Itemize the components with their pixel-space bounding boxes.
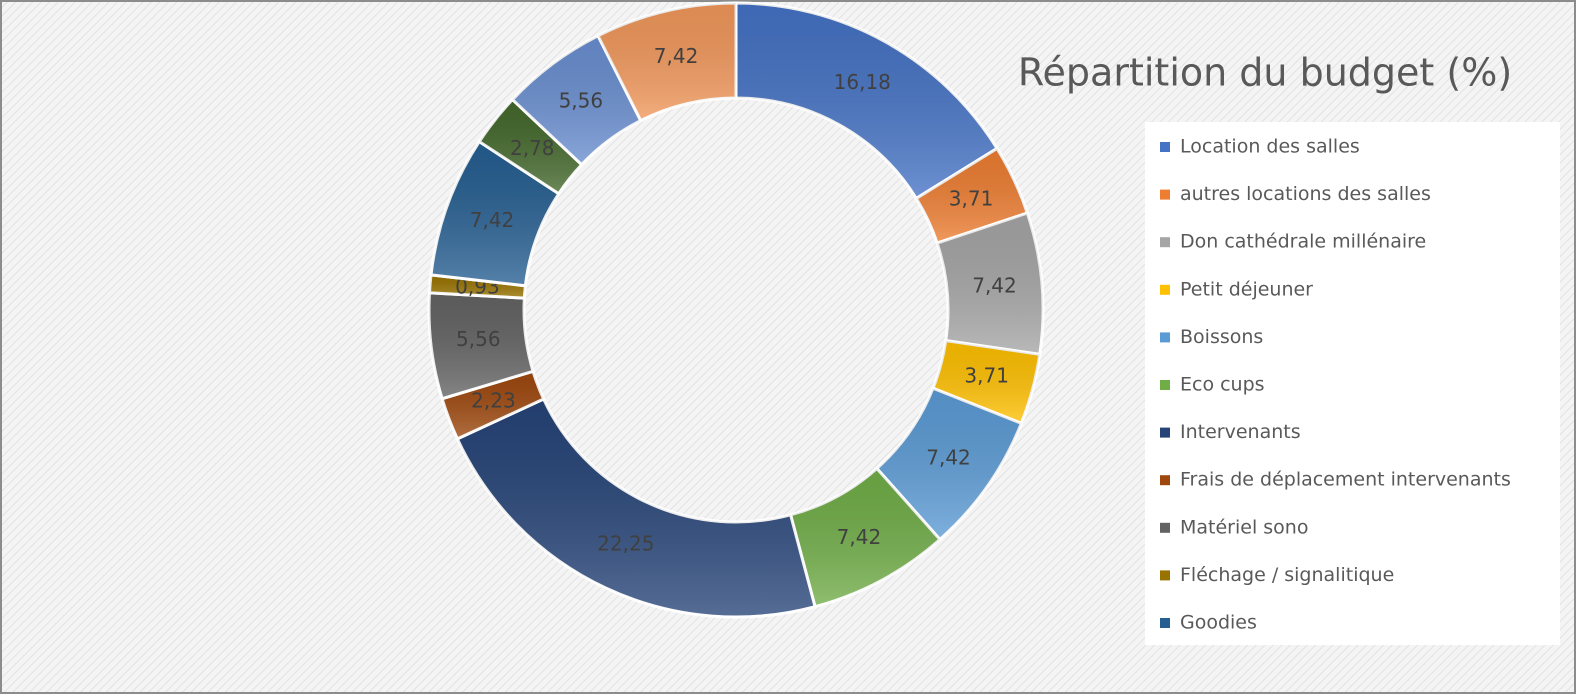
segment-shade [790,468,940,607]
legend-marker [1160,142,1170,152]
legend-marker [1160,284,1170,295]
data-label: 7,42 [654,44,699,68]
data-label: 7,42 [470,208,515,232]
segment-shade [933,340,1040,424]
legend-marker [1160,189,1170,200]
legend-marker [1160,522,1170,533]
data-label: 5,56 [559,88,604,112]
legend-marker [1160,237,1170,248]
segment-shade [442,371,544,439]
data-label: 7,42 [972,274,1017,298]
legend-marker [1160,427,1170,438]
legend-label: autres locations des salles [1180,183,1431,205]
legend-label: Eco cups [1180,374,1265,396]
data-label: 5,56 [456,327,501,351]
data-label: 7,42 [837,525,882,549]
data-label: 3,71 [964,364,1009,388]
legend-label: Fléchage / signalitique [1180,564,1394,586]
segment-shade [916,148,1028,244]
legend-label: Matériel sono [1180,516,1308,538]
legend-label: Frais de déplacement intervenants [1180,469,1511,491]
data-label: 2,23 [471,389,516,413]
legend-label: Petit déjeuner [1180,278,1313,300]
legend-label: Goodies [1180,612,1257,634]
data-label: 22,25 [597,531,654,555]
legend-label: Intervenants [1180,421,1301,443]
data-label: 2,78 [510,136,555,160]
legend-marker [1160,570,1170,581]
legend-marker [1160,380,1170,390]
segment-shade [431,141,559,286]
segment-shade [736,3,998,199]
chart-title: Répartition du budget (%) [1018,51,1512,95]
segment-shade [457,399,816,617]
data-label: 3,71 [949,187,994,211]
legend-label: Boissons [1180,326,1263,348]
segment-shade [429,274,526,299]
segment-shade [937,213,1043,355]
legend-box [1145,122,1560,645]
legend-marker [1160,618,1170,628]
segment-shade [428,292,534,399]
legend-label: Don cathédrale millénaire [1180,231,1426,253]
segment-shade [512,35,641,165]
legend-marker [1160,475,1170,486]
segment-shade [876,388,1022,540]
segment-shade [598,3,736,121]
legend-label: Location des salles [1180,136,1360,158]
segment-shade [479,99,582,194]
data-label: 7,42 [926,445,971,469]
data-label: 16,18 [834,70,891,94]
legend-marker [1160,332,1170,343]
